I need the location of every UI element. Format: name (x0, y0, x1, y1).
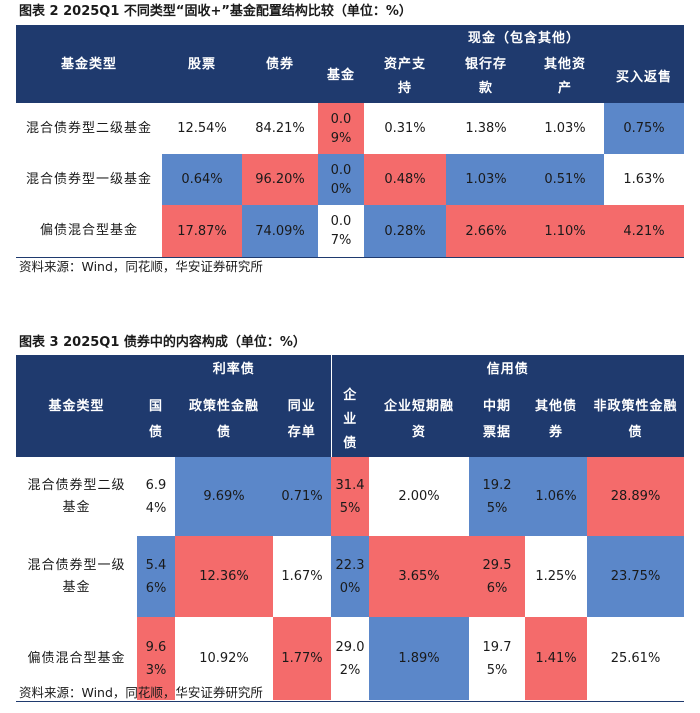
row-fund-type: 混合债券型一级基金 (25, 171, 152, 187)
cell-stock: 12.54% (177, 121, 227, 136)
header-asset-backed: 资产支持 (364, 51, 446, 103)
cell-asset-backed: 0.48% (364, 154, 446, 205)
header-treasury: 国债 (137, 383, 175, 457)
cell-mtn: 19.75% (482, 639, 512, 678)
figure-2-table: 基金类型 股票 债券 基金 现金（包含其他） 资产支持 银行存款 其他资产 买入… (16, 25, 685, 257)
header-short-financing: 企业短期融资 (369, 383, 470, 457)
cell-bank-deposit: 1.03% (446, 154, 526, 205)
cell-treasury: 5.46% (137, 536, 175, 617)
header-credit-group: 信用债 (330, 355, 685, 383)
header-rate-group: 利率债 (137, 355, 332, 383)
cell-reverse-repo: 0.75% (604, 103, 685, 154)
cell-other-assets: 1.10% (526, 205, 604, 257)
cell-non-policy-financial: 23.75% (587, 536, 685, 617)
cell-bond: 74.09% (242, 205, 318, 257)
cell-fund: 0.00% (318, 154, 364, 205)
cell-bond: 96.20% (242, 154, 318, 205)
table-row: 混合债券型二级基金 6.94% 9.69% 0.71% 31.45% 2.00%… (16, 457, 685, 536)
cell-asset-backed: 0.28% (364, 205, 446, 257)
cell-corporate-bond: 31.45% (331, 457, 370, 536)
cell-corporate-bond: 29.02% (335, 639, 365, 678)
cell-corporate-bond: 22.30% (331, 536, 370, 617)
table-row: 混合债券型一级基金 5.46% 12.36% 1.67% 22.30% 3.65… (16, 536, 685, 617)
row-fund-type: 偏债混合型基金 (27, 650, 126, 666)
figure-3-title: 图表 3 2025Q1 债券中的内容构成（单位：%） (19, 335, 306, 350)
header-fund-type: 基金类型 (16, 355, 137, 457)
cell-other-bonds: 1.06% (525, 457, 588, 536)
row-fund-type: 偏债混合型基金 (39, 223, 138, 238)
cell-bond: 84.21% (255, 121, 305, 136)
table-row: 混合债券型二级基金 12.54% 84.21% 0.09% 0.31% 1.38… (16, 103, 685, 154)
cell-treasury: 6.94% (145, 477, 167, 516)
cell-interbank-cd: 1.67% (281, 569, 323, 584)
cell-interbank-cd: 1.77% (273, 617, 332, 700)
cell-other-assets: 1.03% (544, 121, 586, 136)
cell-other-bonds: 1.25% (535, 569, 577, 584)
cell-bank-deposit: 1.38% (465, 121, 507, 136)
cell-policy-financial: 10.92% (199, 651, 249, 666)
figure-3-bottom-rule (16, 701, 684, 702)
table-row: 偏债混合型基金 17.87% 74.09% 0.07% 0.28% 2.66% … (16, 205, 685, 257)
table-row: 偏债混合型基金 9.63% 10.92% 1.77% 29.02% 1.89% … (16, 617, 684, 700)
header-other-bonds: 其他债券 (525, 383, 588, 457)
table-row: 混合债券型一级基金 0.64% 96.20% 0.00% 0.48% 1.03%… (16, 154, 684, 205)
cell-short-financing: 3.65% (369, 536, 470, 617)
cell-treasury: 9.63% (137, 617, 175, 700)
header-cash-group: 现金（包含其他） (364, 25, 685, 51)
cell-non-policy-financial: 25.61% (610, 651, 661, 666)
row-fund-type: 混合债券型二级基金 (27, 477, 126, 515)
header-interbank-cd: 同业存单 (273, 383, 332, 457)
header-stock: 股票 (162, 25, 242, 103)
header-bond: 债券 (242, 25, 318, 103)
figure-3-source: 资料来源：Wind，同花顺，华安证券研究所 (19, 685, 263, 700)
cell-non-policy-financial: 28.89% (587, 457, 685, 536)
cell-other-assets: 0.51% (526, 154, 604, 205)
figure-2-title: 图表 2 2025Q1 不同类型“固收+”基金配置结构比较（单位：%） (19, 4, 412, 19)
cell-stock: 17.87% (162, 205, 242, 257)
cell-policy-financial: 12.36% (175, 536, 273, 617)
cell-interbank-cd: 0.71% (273, 457, 332, 536)
cell-asset-backed: 0.31% (384, 121, 426, 136)
cell-bank-deposit: 2.66% (446, 205, 526, 257)
cell-stock: 0.64% (162, 154, 242, 205)
header-corporate-bond: 企业债 (330, 383, 370, 457)
header-non-policy-financial: 非政策性金融债 (587, 383, 685, 457)
cell-reverse-repo: 1.63% (623, 172, 665, 187)
header-bank-deposit: 银行存款 (446, 51, 526, 103)
header-reverse-repo: 买入返售 (604, 51, 685, 103)
cell-fund: 0.09% (318, 103, 364, 154)
row-fund-type: 混合债券型二级基金 (25, 120, 152, 136)
cell-reverse-repo: 4.21% (604, 205, 685, 257)
cell-fund: 0.07% (330, 214, 352, 248)
cell-other-bonds: 1.41% (525, 617, 588, 700)
cell-policy-financial: 9.69% (175, 457, 273, 536)
figure-2-bottom-rule (16, 257, 684, 258)
row-fund-type: 混合债券型一级基金 (27, 557, 126, 595)
header-other-assets: 其他资产 (526, 51, 604, 103)
cell-short-financing: 2.00% (398, 489, 440, 504)
header-fund-type: 基金类型 (16, 25, 162, 103)
header-policy-financial: 政策性金融债 (175, 383, 273, 457)
header-mtn: 中期票据 (469, 383, 526, 457)
header-fund: 基金 (318, 25, 364, 103)
figure-3-table: 基金类型 利率债 信用债 国债 政策性金融债 同业存单 企业债 企业短期融资 中… (16, 355, 685, 700)
cell-short-financing: 1.89% (369, 617, 470, 700)
figure-2-source: 资料来源：Wind，同花顺，华安证券研究所 (19, 259, 263, 274)
cell-mtn: 19.25% (469, 457, 526, 536)
cell-mtn: 29.56% (469, 536, 526, 617)
